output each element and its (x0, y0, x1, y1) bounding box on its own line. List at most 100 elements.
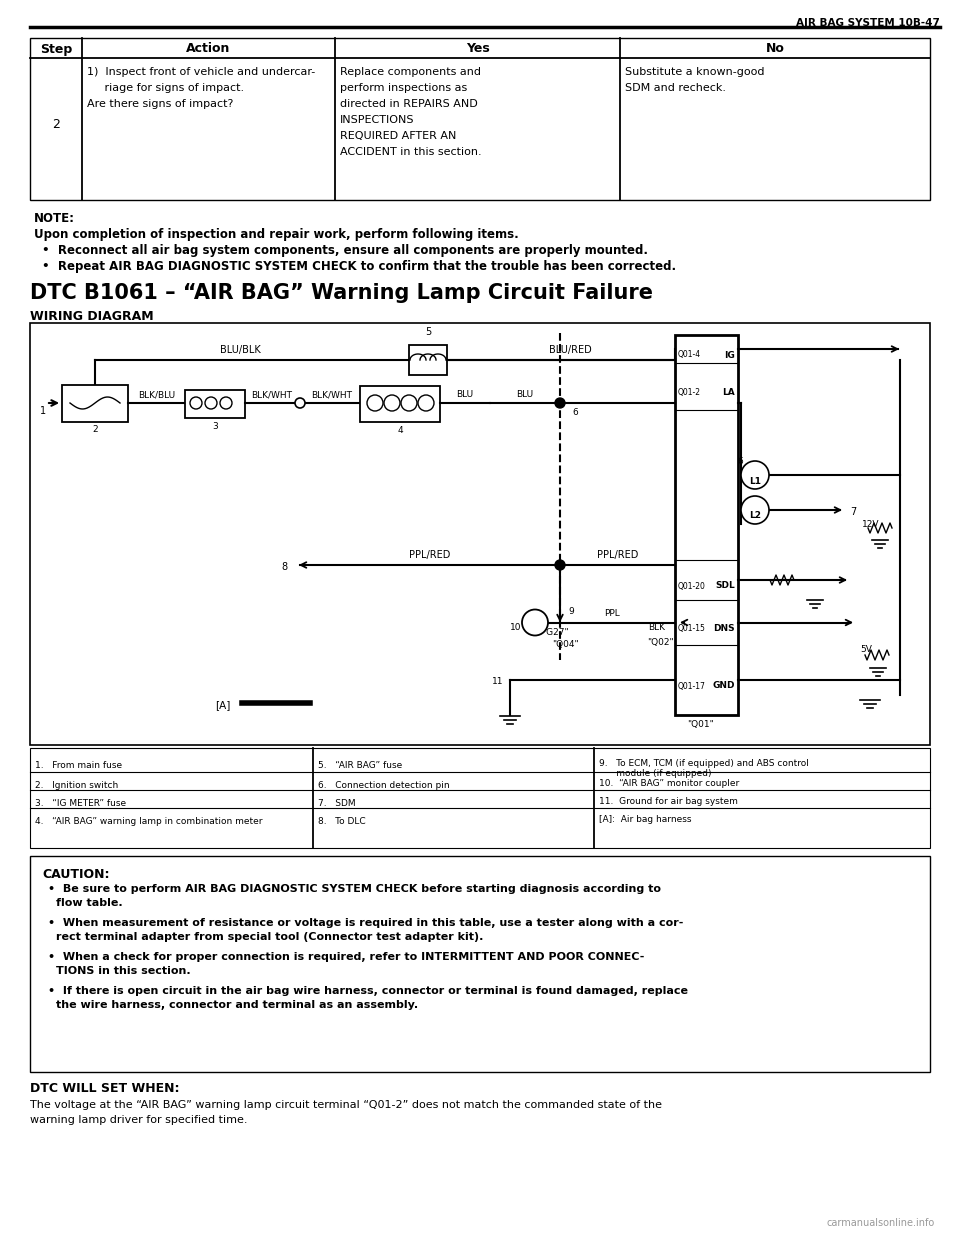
Text: 7: 7 (850, 508, 856, 517)
Circle shape (384, 395, 400, 411)
Circle shape (295, 398, 305, 408)
Text: Step: Step (40, 42, 72, 56)
Text: 12V: 12V (862, 520, 879, 529)
Text: SDM and recheck.: SDM and recheck. (625, 83, 726, 93)
Text: PPL/RED: PPL/RED (597, 550, 638, 559)
Text: Q01-2: Q01-2 (678, 388, 701, 396)
Text: 7.   SDM: 7. SDM (318, 799, 355, 809)
Text: DTC B1061 – “AIR BAG” Warning Lamp Circuit Failure: DTC B1061 – “AIR BAG” Warning Lamp Circu… (30, 283, 653, 303)
Text: •  When measurement of resistance or voltage is required in this table, use a te: • When measurement of resistance or volt… (48, 918, 684, 927)
Circle shape (418, 395, 434, 411)
Text: Q01-17: Q01-17 (678, 682, 706, 690)
Text: 8.   To DLC: 8. To DLC (318, 818, 366, 826)
Text: 6: 6 (737, 457, 743, 466)
Bar (62, 385, 128, 422)
Text: Substitute a known-good: Substitute a known-good (625, 67, 764, 77)
Text: Upon completion of inspection and repair work, perform following items.: Upon completion of inspection and repair… (34, 228, 518, 241)
Bar (30, 748, 930, 848)
Text: BLK/BLU: BLK/BLU (138, 390, 176, 399)
Circle shape (555, 559, 565, 571)
Bar (360, 387, 440, 422)
Text: PPL: PPL (604, 609, 620, 618)
Bar (30, 324, 930, 745)
Text: •  Repeat AIR BAG DIAGNOSTIC SYSTEM CHECK to confirm that the trouble has been c: • Repeat AIR BAG DIAGNOSTIC SYSTEM CHECK… (42, 261, 676, 273)
Text: 6: 6 (572, 408, 578, 417)
Circle shape (367, 395, 383, 411)
Circle shape (741, 496, 769, 524)
Text: ACCIDENT in this section.: ACCIDENT in this section. (340, 147, 482, 157)
Text: 5: 5 (425, 327, 431, 337)
Text: Q01-4: Q01-4 (678, 351, 701, 359)
Text: •  Reconnect all air bag system components, ensure all components are properly m: • Reconnect all air bag system component… (42, 245, 648, 257)
Text: Replace components and: Replace components and (340, 67, 481, 77)
Text: BLU: BLU (516, 390, 534, 399)
Text: directed in REPAIRS AND: directed in REPAIRS AND (340, 99, 478, 109)
Text: 6.   Connection detection pin: 6. Connection detection pin (318, 782, 449, 790)
Text: 3.   “IG METER” fuse: 3. “IG METER” fuse (35, 799, 126, 809)
Text: Action: Action (186, 42, 230, 56)
Text: perform inspections as: perform inspections as (340, 83, 468, 93)
Text: [A]:  Air bag harness: [A]: Air bag harness (599, 815, 691, 825)
Text: Are there signs of impact?: Are there signs of impact? (87, 99, 233, 109)
Text: 5.   “AIR BAG” fuse: 5. “AIR BAG” fuse (318, 761, 402, 769)
Text: AIR BAG SYSTEM 10B-47: AIR BAG SYSTEM 10B-47 (796, 19, 940, 28)
Text: 8: 8 (282, 562, 288, 572)
Text: rect terminal adapter from special tool (Connector test adapter kit).: rect terminal adapter from special tool … (56, 932, 484, 942)
Text: 1.   From main fuse: 1. From main fuse (35, 761, 122, 769)
Text: L1: L1 (749, 477, 761, 485)
Text: "G27": "G27" (541, 629, 568, 637)
Text: 9: 9 (568, 608, 574, 616)
Text: module (if equipped): module (if equipped) (599, 768, 711, 778)
Circle shape (190, 396, 202, 409)
Text: TIONS in this section.: TIONS in this section. (56, 966, 191, 976)
Text: BLK/WHT: BLK/WHT (252, 390, 293, 399)
Text: 9.   To ECM, TCM (if equipped) and ABS control: 9. To ECM, TCM (if equipped) and ABS con… (599, 758, 809, 767)
Text: Yes: Yes (466, 42, 490, 56)
Text: [A]: [A] (215, 700, 230, 710)
Text: WIRING DIAGRAM: WIRING DIAGRAM (30, 310, 154, 324)
Text: BLU/BLK: BLU/BLK (220, 345, 260, 354)
Bar (185, 390, 245, 417)
Text: 2: 2 (92, 425, 98, 433)
Text: 4: 4 (397, 426, 403, 435)
Bar (675, 335, 738, 715)
Text: 4.   “AIR BAG” warning lamp in combination meter: 4. “AIR BAG” warning lamp in combination… (35, 818, 262, 826)
Text: "Q01": "Q01" (686, 720, 713, 729)
Circle shape (220, 396, 232, 409)
Text: The voltage at the “AIR BAG” warning lamp circuit terminal “Q01-2” does not matc: The voltage at the “AIR BAG” warning lam… (30, 1100, 662, 1110)
Circle shape (401, 395, 417, 411)
Text: BLU: BLU (456, 390, 473, 399)
Text: BLK: BLK (648, 622, 665, 632)
Text: riage for signs of impact.: riage for signs of impact. (87, 83, 244, 93)
Text: No: No (765, 42, 784, 56)
Text: LA: LA (722, 388, 735, 396)
Text: 2: 2 (52, 119, 60, 131)
Text: 11.  Ground for air bag system: 11. Ground for air bag system (599, 798, 738, 806)
Text: 1: 1 (40, 406, 46, 416)
Text: PPL/RED: PPL/RED (409, 550, 450, 559)
Text: BLK/WHT: BLK/WHT (311, 390, 352, 399)
Text: 2.   Ignition switch: 2. Ignition switch (35, 782, 118, 790)
Text: 10.  “AIR BAG” monitor coupler: 10. “AIR BAG” monitor coupler (599, 779, 739, 788)
Text: •  Be sure to perform AIR BAG DIAGNOSTIC SYSTEM CHECK before starting diagnosis : • Be sure to perform AIR BAG DIAGNOSTIC … (48, 884, 661, 894)
Text: 1)  Inspect front of vehicle and undercar-: 1) Inspect front of vehicle and undercar… (87, 67, 315, 77)
Text: INSPECTIONS: INSPECTIONS (340, 115, 415, 125)
Text: carmanualsonline.info: carmanualsonline.info (827, 1218, 935, 1228)
Text: the wire harness, connector and terminal as an assembly.: the wire harness, connector and terminal… (56, 1000, 419, 1010)
Text: REQUIRED AFTER AN: REQUIRED AFTER AN (340, 131, 456, 141)
Text: Q01-15: Q01-15 (678, 624, 706, 634)
Text: GND: GND (712, 682, 735, 690)
Text: 3: 3 (212, 422, 218, 431)
Text: warning lamp driver for specified time.: warning lamp driver for specified time. (30, 1115, 248, 1125)
Text: 5V: 5V (860, 645, 872, 655)
Text: NOTE:: NOTE: (34, 212, 75, 225)
Text: DTC WILL SET WHEN:: DTC WILL SET WHEN: (30, 1082, 180, 1095)
Bar (409, 345, 447, 375)
Text: IG: IG (724, 351, 735, 359)
Text: CAUTION:: CAUTION: (42, 868, 109, 881)
Circle shape (205, 396, 217, 409)
Text: "Q04": "Q04" (552, 641, 578, 650)
Text: L2: L2 (749, 511, 761, 520)
Text: "Q02": "Q02" (647, 638, 673, 647)
Text: flow table.: flow table. (56, 898, 123, 908)
